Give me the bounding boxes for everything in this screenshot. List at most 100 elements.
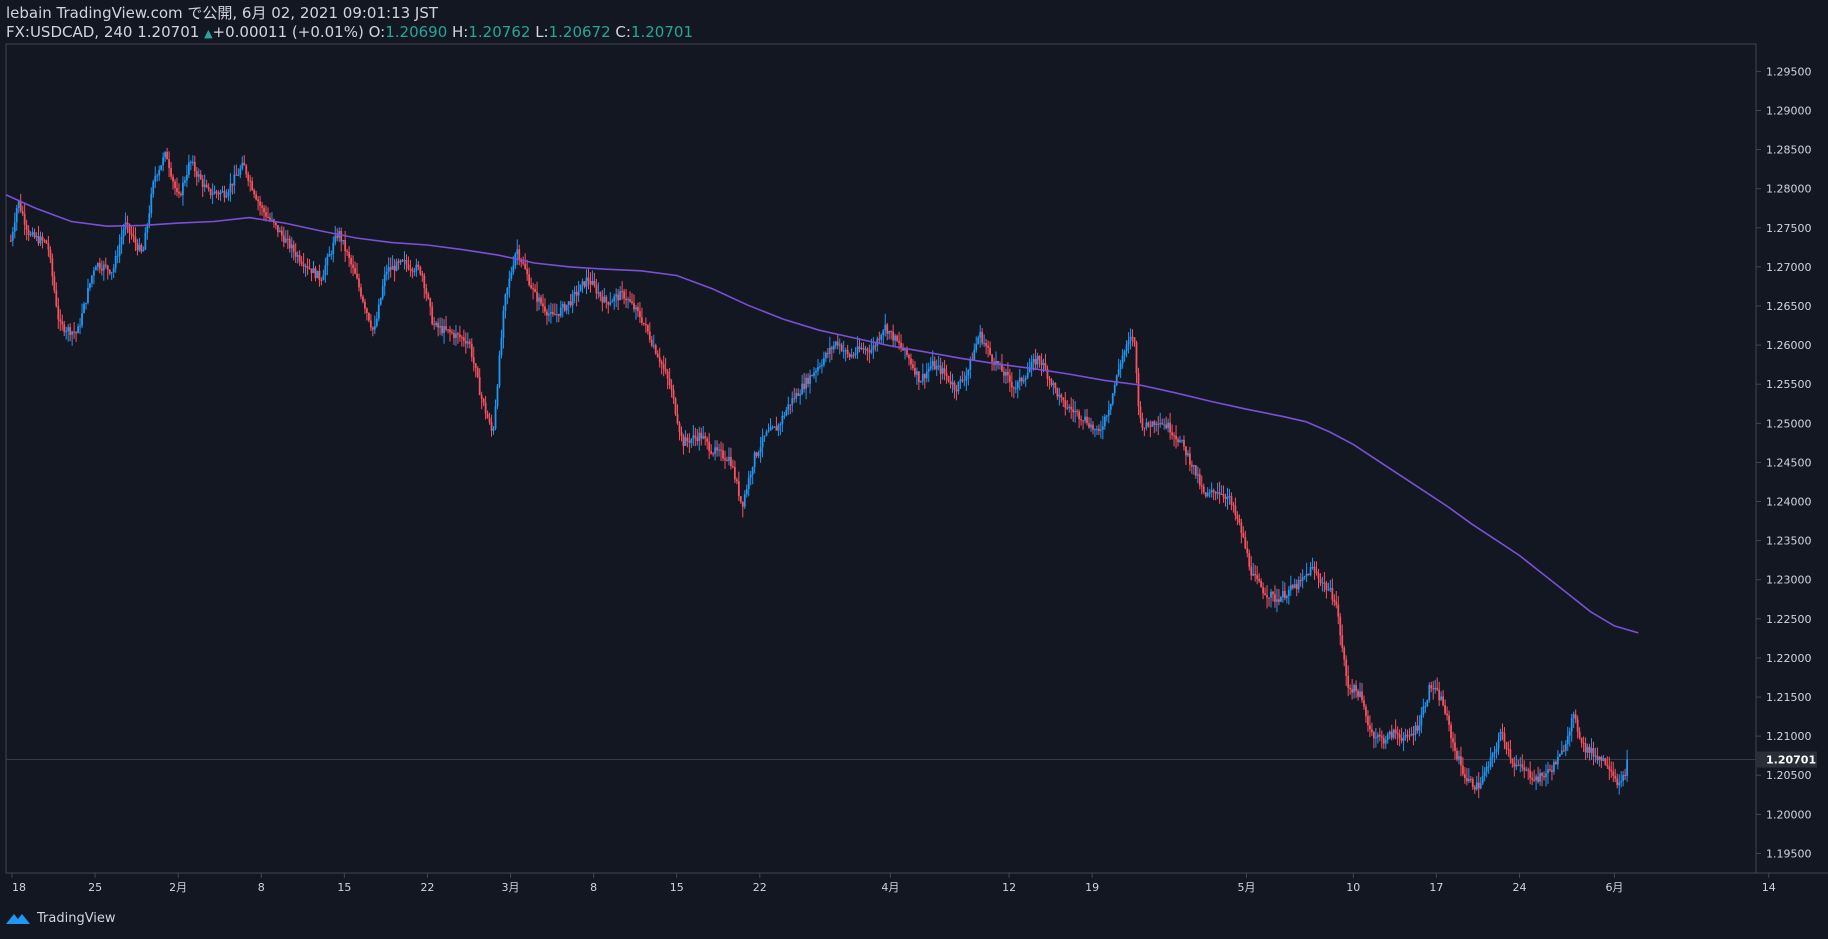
candle-body — [923, 374, 926, 379]
candle-body — [1196, 474, 1199, 476]
candle-body — [425, 288, 428, 295]
symbol-interval[interactable]: FX:USDCAD, 240 — [6, 23, 133, 41]
candle-body — [1374, 737, 1377, 739]
candle-body — [542, 303, 544, 307]
candle-body — [1147, 422, 1150, 426]
candle-body — [726, 459, 728, 461]
candle-body — [1572, 714, 1575, 718]
candle-body — [189, 161, 192, 163]
candle-body — [514, 254, 517, 266]
candle-body — [1384, 740, 1387, 744]
candle-body — [160, 165, 163, 170]
candle-body — [1163, 424, 1166, 426]
candle-body — [832, 345, 835, 350]
candle-body — [1327, 589, 1330, 591]
price-axis[interactable]: 1.19500 1.20000 1.20500 1.21000 1.21500 1.220… — [1756, 65, 1812, 860]
candle-body — [1040, 360, 1043, 366]
candle-body — [1396, 732, 1399, 735]
candle-body — [955, 389, 958, 392]
candle-body — [589, 281, 592, 285]
candle-body — [807, 377, 809, 384]
candle-body — [840, 344, 843, 351]
candle-body — [587, 277, 590, 282]
candle-body — [720, 449, 722, 451]
candle-body — [1028, 368, 1031, 373]
candle-body — [55, 290, 58, 307]
candle-body — [243, 162, 246, 166]
candle-body — [1001, 363, 1003, 372]
candle-body — [627, 299, 629, 301]
candle-body — [1281, 590, 1284, 598]
candle-body — [239, 168, 242, 175]
candle-body — [77, 326, 79, 334]
candle-body — [965, 375, 968, 381]
candle-body — [215, 191, 218, 193]
candle-body — [1529, 770, 1532, 779]
last-price-tag — [1757, 751, 1817, 768]
candle-body — [1014, 388, 1017, 390]
candle-body — [1422, 706, 1425, 715]
candle-body — [1096, 428, 1098, 430]
candle-body — [271, 219, 273, 221]
time-axis[interactable]: 18 25 2月 8 15 22 3月 8 15 22 4月 12 19 5月 10 17 24 6月 14 — [11, 873, 1776, 894]
candle-body — [369, 320, 372, 328]
candle-body — [300, 261, 303, 264]
candle-body — [1242, 533, 1245, 538]
candle-body — [696, 437, 699, 441]
candle-body — [1493, 751, 1496, 754]
candle-body — [367, 312, 370, 321]
candle-body — [366, 308, 368, 313]
candle-body — [1206, 493, 1209, 497]
candle-body — [1171, 432, 1173, 436]
candle-body — [797, 393, 800, 396]
candle-body — [75, 332, 77, 334]
candle-body — [615, 294, 618, 297]
candle-body — [828, 347, 831, 354]
candle-body — [144, 232, 147, 250]
candle-body — [195, 171, 198, 177]
candle-body — [670, 385, 673, 390]
candle-body — [635, 307, 637, 310]
candle-body — [261, 205, 263, 208]
candle-body — [1596, 755, 1599, 761]
candle-body — [1436, 687, 1439, 690]
candle-body — [526, 268, 529, 275]
candle-body — [1479, 783, 1482, 789]
footer-brand[interactable]: TradingView — [4, 910, 116, 926]
candle-body — [900, 343, 902, 348]
candle-body — [257, 199, 260, 202]
candle-body — [1307, 573, 1310, 576]
candle-body — [87, 288, 89, 303]
candle-body — [1283, 590, 1286, 599]
candle-body — [548, 313, 550, 316]
candle-body — [1339, 616, 1342, 636]
candle-body — [553, 314, 556, 316]
candle-body — [492, 428, 495, 431]
candle-body — [1412, 733, 1415, 735]
candle-body — [688, 440, 691, 443]
candle-body — [544, 306, 546, 312]
open-label: O: — [368, 23, 386, 41]
candle-body — [290, 244, 293, 249]
candle-body — [1357, 690, 1359, 697]
candle-body — [89, 283, 91, 289]
candle-body — [1456, 750, 1458, 760]
candle-body — [140, 244, 143, 252]
candle-body — [1054, 383, 1057, 389]
candle-body — [1454, 742, 1456, 751]
candle-body — [633, 303, 635, 310]
candle-body — [1289, 585, 1292, 590]
candle-body — [979, 331, 982, 338]
candle-body — [1008, 375, 1011, 382]
candle-body — [666, 371, 669, 379]
candle-body — [1463, 774, 1466, 779]
candle-body — [1034, 359, 1037, 365]
candle-body — [919, 381, 922, 383]
candle-body — [464, 340, 467, 344]
candle-body — [1036, 355, 1039, 365]
moving-average-line — [5, 194, 1639, 634]
candle-body — [251, 181, 254, 191]
candle-body — [1341, 635, 1344, 648]
y-tick-label: 1.29000 — [1766, 104, 1812, 117]
